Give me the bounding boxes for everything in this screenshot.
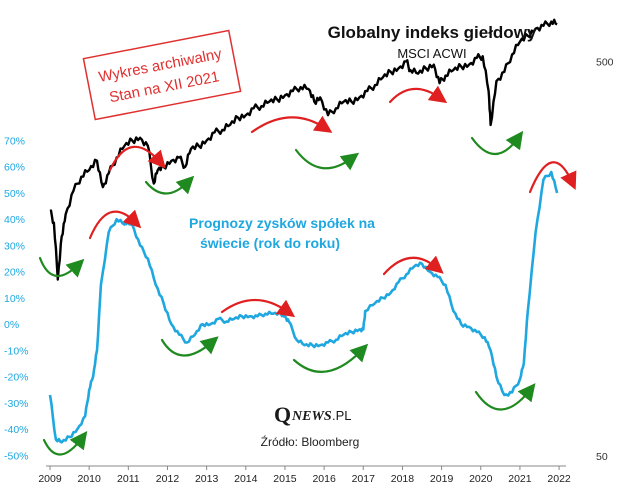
left-tick-label: -10% xyxy=(4,345,29,357)
down-arrow-2014-index xyxy=(250,115,333,134)
left-tick-label: 20% xyxy=(4,267,25,279)
up-arrow-2009-earnings xyxy=(42,430,88,456)
chart-subtitle: MSCI ACWI xyxy=(397,46,466,61)
down-arrow-2011-index xyxy=(108,145,166,172)
left-tick-label: 10% xyxy=(4,293,25,305)
stamp-border xyxy=(82,29,242,121)
x-tick-label: 2022 xyxy=(547,473,571,485)
right-axis: 500 50 xyxy=(596,56,614,463)
archive-stamp: Wykres archiwalny Stan na XII 2021 xyxy=(82,29,242,121)
left-tick-label: 70% xyxy=(4,135,25,147)
down-arrow-2021-earnings xyxy=(528,161,577,194)
series-layer xyxy=(48,18,559,444)
x-tick-label: 2011 xyxy=(117,473,140,485)
x-tick-label: 2016 xyxy=(312,473,336,485)
x-tick-label: 2014 xyxy=(234,473,258,485)
qnews-logo: Q NEWS .PL xyxy=(274,402,352,427)
down-arrow-2018-index xyxy=(388,85,448,104)
left-tick-label: -40% xyxy=(4,424,29,436)
x-tick-label: 2020 xyxy=(469,473,493,485)
turning-arrows xyxy=(38,85,577,456)
up-arrow-2009-index xyxy=(38,256,85,278)
x-tick-label: 2018 xyxy=(391,473,415,485)
earnings-label-line1: Prognozy zysków spółek na xyxy=(189,215,375,231)
left-tick-label: -20% xyxy=(4,372,29,384)
up-arrow-2015-earnings xyxy=(292,343,369,373)
up-arrow-2011-index xyxy=(144,175,195,195)
up-arrow-2020-earnings xyxy=(474,383,536,411)
x-axis: 2009 2010 2011 2012 2013 2014 2015 2016 2017 2018… xyxy=(38,466,571,485)
left-axis: 70% 60% 50% 40% 30% 20% 10% 0% -10% -20% -30% -40% -… xyxy=(4,135,29,462)
x-tick-label: 2021 xyxy=(508,473,532,485)
logo-pl: .PL xyxy=(332,408,352,423)
left-tick-label: 60% xyxy=(4,162,25,174)
up-arrow-2012-earnings xyxy=(160,336,219,357)
chart-title: Globalny indeks giełdowy xyxy=(328,23,537,42)
x-tick-label: 2013 xyxy=(195,473,219,485)
source-note: Źródło: Bloomberg xyxy=(261,434,360,449)
right-tick-label: 50 xyxy=(596,451,608,463)
logo-news: NEWS xyxy=(291,409,332,424)
logo-q: Q xyxy=(274,402,291,427)
left-tick-label: 50% xyxy=(4,188,25,200)
left-tick-label: 30% xyxy=(4,240,25,252)
left-tick-label: 40% xyxy=(4,214,25,226)
x-tick-label: 2012 xyxy=(156,473,180,485)
down-arrow-2013-earnings xyxy=(220,299,296,318)
x-tick-label: 2019 xyxy=(430,473,454,485)
index-line xyxy=(49,18,558,281)
x-tick-label: 2009 xyxy=(38,473,62,485)
up-arrow-2020-index xyxy=(470,130,524,155)
right-tick-label: 500 xyxy=(596,56,614,68)
down-arrow-2010-earnings xyxy=(88,209,142,240)
down-arrow-2018-earnings xyxy=(382,255,444,276)
left-tick-label: -50% xyxy=(4,450,29,462)
left-tick-label: -30% xyxy=(4,398,29,410)
earnings-line xyxy=(48,170,559,444)
left-tick-label: 0% xyxy=(4,319,19,331)
up-arrow-2015-index xyxy=(294,148,360,171)
x-tick-label: 2010 xyxy=(77,473,101,485)
x-tick-label: 2017 xyxy=(352,473,376,485)
earnings-label-line2: świecie (rok do roku) xyxy=(200,235,340,251)
x-tick-label: 2015 xyxy=(273,473,297,485)
